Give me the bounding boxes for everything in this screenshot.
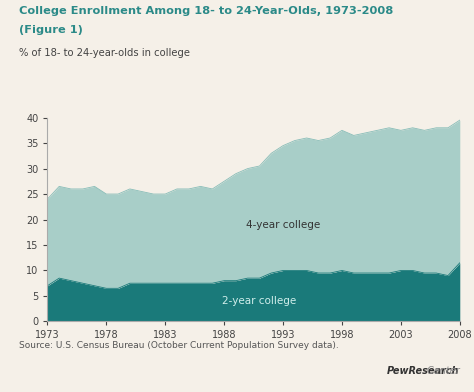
Text: Center: Center [402,366,460,376]
Text: College Enrollment Among 18- to 24-Year-Olds, 1973-2008: College Enrollment Among 18- to 24-Year-… [19,6,393,16]
Text: 4-year college: 4-year college [246,220,320,230]
Text: PewResearch: PewResearch [387,366,460,376]
Text: (Figure 1): (Figure 1) [19,25,83,36]
Text: % of 18- to 24-year-olds in college: % of 18- to 24-year-olds in college [19,48,190,58]
Text: 2-year college: 2-year college [222,296,297,306]
Text: Source: U.S. Census Bureau (October Current Population Survey data).: Source: U.S. Census Bureau (October Curr… [19,341,339,350]
